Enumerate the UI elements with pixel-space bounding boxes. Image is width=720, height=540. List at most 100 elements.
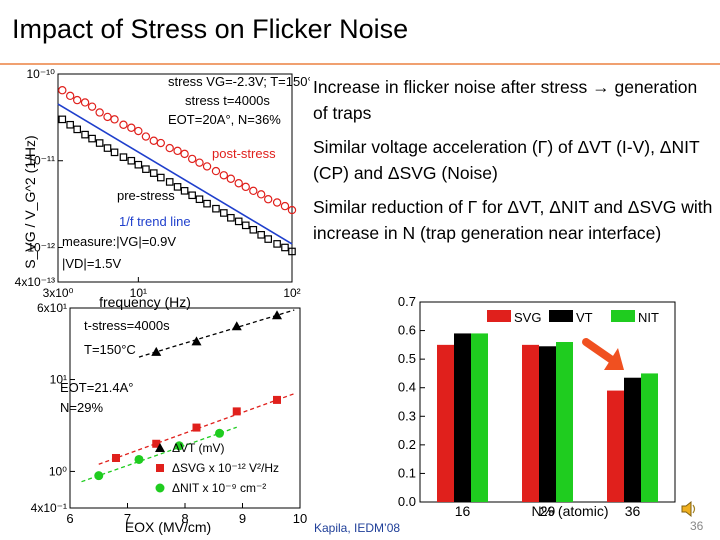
legend-label: ΔSVG x 10⁻¹² V²/Hz: [172, 461, 279, 475]
pre-stress-point: [212, 204, 220, 213]
post-stress-point: [103, 112, 112, 122]
y3-tick-label: 0.4: [398, 380, 416, 395]
pre-stress-point: [149, 169, 158, 177]
y2-tick-label: 6x10¹: [37, 301, 67, 315]
pre-stress-point: [66, 120, 74, 129]
y3-tick-label: 0.3: [398, 408, 416, 423]
pre-stress-point: [73, 125, 81, 134]
post-stress-point: [256, 190, 266, 199]
y-tick-label: 4x10⁻¹³: [15, 275, 55, 289]
annot-stress-vg: stress VG=-2.3V; T=150°C: [168, 74, 310, 89]
speaker-icon[interactable]: [680, 500, 698, 518]
post-stress-point: [72, 95, 82, 105]
annot-n: N=29%: [60, 400, 103, 415]
delta-nit-point: [134, 454, 144, 464]
bar-vt: [454, 333, 471, 502]
y-tick-label: 10⁻¹¹: [27, 154, 55, 168]
post-stress-point: [119, 120, 128, 129]
plot-frame-2: [69, 307, 301, 509]
pre-stress-point: [156, 173, 165, 182]
citation: Kapila, IEDM’08: [314, 521, 401, 535]
annot-t-stress: t-stress=4000s: [84, 318, 170, 333]
x2-tick-label: 9: [239, 511, 246, 526]
pre-stress-point: [188, 191, 196, 200]
post-stress-point: [249, 186, 258, 196]
x2-axis-title: EOX (MV/cm): [125, 519, 211, 535]
x3-axis-title: N% (atomic): [531, 503, 608, 519]
legend-marker-svg: [156, 464, 164, 472]
pre-stress-point: [195, 195, 204, 204]
post-stress-point: [58, 86, 67, 95]
legend-label: ΔNIT x 10⁻⁹ cm⁻²: [172, 481, 266, 495]
post-stress-point: [173, 146, 182, 156]
y3-tick-label: 0.5: [398, 351, 416, 366]
legend-label-nit: NIT: [638, 310, 659, 325]
pre-stress-point: [119, 153, 128, 161]
delta-svg-point: [152, 439, 161, 448]
y3-tick-label: 0.1: [398, 465, 416, 480]
pre-stress-point: [264, 235, 272, 243]
post-stress-point: [241, 182, 250, 192]
y2-tick-label: 4x10⁻¹: [31, 501, 67, 515]
delta-vt-point: [151, 346, 162, 356]
delta-svg-point: [273, 395, 281, 404]
pre-stress-point: [88, 134, 96, 143]
bullet-1: Increase in flicker noise after stress →…: [313, 77, 698, 123]
post-stress-point: [234, 179, 243, 188]
arrow-shaft: [582, 338, 616, 364]
delta-svg-point: [192, 423, 201, 432]
post-stress-point: [272, 198, 282, 207]
pre-stress-point: [127, 156, 136, 165]
pre-stress-point: [81, 130, 89, 139]
y3-tick-label: 0.6: [398, 323, 416, 338]
bar-svg: [437, 344, 454, 502]
post-stress-point: [187, 154, 197, 164]
gamma-bar-chart: N% (atomic) 0.0 0.1 0.2 0.3 0.4 0.5 0.6 0.7 16 29…: [398, 294, 676, 519]
plot-frame: [57, 73, 293, 283]
y2-tick-label: 10¹: [50, 373, 67, 387]
y-tick-label: 10⁻¹⁰: [27, 67, 56, 81]
pre-stress-point: [95, 139, 104, 147]
pre-stress-point: [288, 247, 296, 256]
pre-stress-point: [281, 243, 289, 252]
annot-eot2: EOT=21.4A°: [60, 380, 134, 395]
fit-line: [138, 309, 295, 358]
y2-tick-label: 10⁰: [49, 464, 67, 478]
title-divider: [0, 63, 720, 65]
bar-nit: [471, 333, 488, 502]
legend-label-svg: SVG: [514, 310, 541, 325]
post-stress-point: [287, 205, 297, 215]
label-trend-line: 1/f trend line: [119, 214, 191, 229]
legend-swatch-nit: [611, 310, 635, 322]
bar-svg: [607, 390, 624, 502]
noise-spectrum-chart: stress VG=-2.3V; T=150°C stress t=4000s …: [15, 67, 310, 310]
label-pre-stress: pre-stress: [117, 188, 175, 203]
bullet-2: Similar voltage acceleration (Γ) of ΔVT …: [313, 137, 700, 183]
x-tick-label: 10¹: [130, 286, 147, 300]
post-stress-point: [95, 108, 104, 117]
pre-stress-point: [142, 165, 150, 173]
post-stress-point: [156, 138, 165, 148]
pre-stress-point: [241, 221, 250, 230]
post-stress-point: [263, 195, 273, 204]
post-stress-point: [195, 158, 204, 167]
legend-label: ΔVT (mV): [172, 441, 224, 455]
trend-line: [57, 103, 293, 245]
post-stress-point: [87, 102, 97, 111]
x2-tick-label: 6: [66, 511, 73, 526]
y3-tick-label: 0.7: [398, 294, 416, 309]
bar-nit: [556, 342, 573, 502]
annot-stress-t: stress t=4000s: [185, 93, 270, 108]
legend-swatch-svg: [487, 310, 511, 322]
x-tick-label: 10²: [283, 286, 300, 300]
pre-stress-point: [257, 231, 265, 239]
post-stress-point: [141, 132, 151, 141]
pre-stress-point: [180, 187, 189, 195]
annot-measure-vd: |VD|=1.5V: [62, 256, 121, 271]
label-post-stress: post-stress: [212, 146, 276, 161]
post-stress-point: [165, 143, 174, 153]
bullet-3: Similar reduction of Γ for ΔVT, ΔNIT and…: [313, 197, 713, 243]
voltage-acceleration-chart: t-stress=4000s T=150°C EOT=21.4A° N=29% …: [31, 301, 308, 535]
x2-tick-label: 10: [293, 511, 307, 526]
arrow-head: [604, 348, 624, 370]
